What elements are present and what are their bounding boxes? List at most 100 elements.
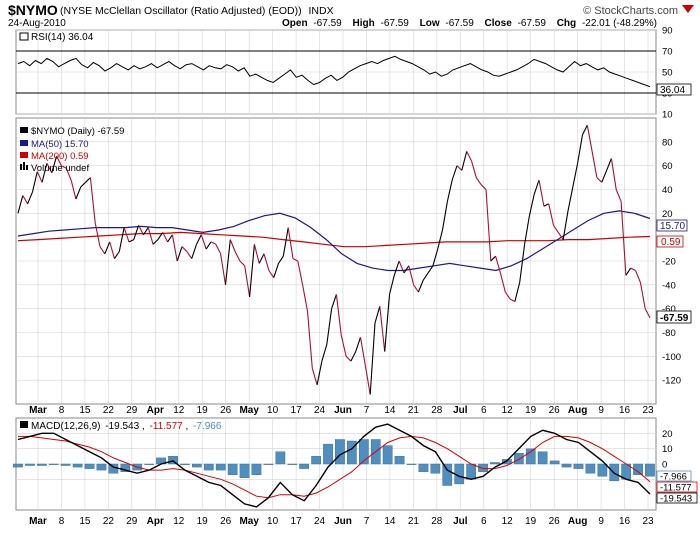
nymo-price-segment <box>138 225 144 236</box>
nymo-price-segment <box>282 227 289 257</box>
price-tick-label: 20 <box>662 209 673 220</box>
nymo-price-segment <box>196 234 202 245</box>
nymo-price-segment <box>408 265 415 285</box>
macd-histogram-bar <box>263 463 274 465</box>
rsi-panel: 1030507090 RSI(14) 36.04 36.04 <box>15 26 692 121</box>
nymo-price-segment <box>278 255 284 264</box>
nymo-price-segment <box>639 282 646 309</box>
x-axis-label: 15 <box>79 405 91 416</box>
nymo-price-segment <box>215 244 222 255</box>
nymo-price-segment <box>292 258 299 262</box>
nymo-price-segment <box>437 229 444 250</box>
macd-histogram-bar <box>335 439 345 465</box>
x-axis-label: 14 <box>384 405 396 416</box>
x-axis-label: Jul <box>453 405 468 416</box>
nymo-price-segment <box>316 360 323 386</box>
chart-exchange: INDX <box>308 5 333 17</box>
macd-histogram-bar <box>227 463 238 475</box>
macd-histogram-bar <box>442 463 453 486</box>
price-tick-label: -60 <box>662 304 676 315</box>
nymo-price-segment <box>485 189 492 262</box>
nymo-price-segment <box>239 260 246 267</box>
chg-value: -22.01 (-48.29%) <box>582 18 657 29</box>
nymo-price-segment <box>495 256 501 274</box>
macd-legend-separator-1: , <box>142 421 145 432</box>
x-axis-label: 23 <box>642 516 654 527</box>
nymo-price-segment <box>128 239 135 243</box>
nymo-price-segment <box>210 241 217 245</box>
x-axis-label: 26 <box>549 516 561 527</box>
x-axis-label: May <box>239 516 259 527</box>
macd-histogram-bar <box>96 463 107 471</box>
ma50-last-value: 15.70 <box>660 221 685 232</box>
nymo-price-segment <box>606 158 612 171</box>
macd-histogram-bar <box>120 463 131 472</box>
macd-legend-separator-2: , <box>185 421 188 432</box>
watermark-arrow-icon <box>682 5 694 13</box>
x-axis-label: 16 <box>619 405 631 416</box>
macd-histogram-bar <box>215 463 226 471</box>
nymo-price-segment <box>557 232 564 240</box>
nymo-price-segment <box>615 189 622 202</box>
nymo-price-segment <box>572 163 579 188</box>
nymo-price-segment <box>22 195 29 205</box>
macd-panel: -1001020 MACD(12,26,9) -19.543 , -11.577… <box>13 417 698 511</box>
price-panel: -120 -100 -80 -60 -40 -20 20 40 60 80 $NYMO (Dail… <box>15 117 692 405</box>
nymo-price-segment <box>504 291 511 300</box>
high-value: -67.59 <box>380 18 409 29</box>
nymo-price-segment <box>176 246 183 262</box>
nymo-price-segment <box>249 244 255 297</box>
macd-tick-label: 0 <box>662 460 667 471</box>
x-axis-label: 28 <box>431 405 443 416</box>
nymo-price-segment <box>244 265 251 297</box>
nymo-price-segment <box>384 294 391 352</box>
nymo-price-segment <box>142 227 149 236</box>
macd-histogram-bar <box>549 460 560 465</box>
close-label: Close <box>485 18 513 29</box>
x-axis-label: 19 <box>525 516 537 527</box>
x-axis-label: 24 <box>314 516 326 527</box>
rsi-last-value-box: 36.04 <box>656 83 692 96</box>
macd-histogram-bar <box>525 448 536 465</box>
close-last-value: -67.59 <box>660 313 689 324</box>
rsi-tick-label: 70 <box>662 47 673 58</box>
x-axis-label: Aug <box>568 516 587 527</box>
low-value: -67.59 <box>445 18 474 29</box>
rsi-legend-text: RSI(14) 36.04 <box>31 32 94 43</box>
x-axis-label: 28 <box>431 516 443 527</box>
nymo-price-segment <box>340 334 347 357</box>
x-axis-label: 19 <box>525 405 537 416</box>
nymo-price-segment <box>123 227 130 243</box>
x-axis-label: Apr <box>147 405 164 416</box>
x-axis-label: Jun <box>334 516 352 527</box>
nymo-price-segment <box>205 241 212 250</box>
nymo-price-segment <box>224 239 231 285</box>
price-legend: $NYMO (Daily) -67.59 MA(50) 15.70 MA(200… <box>20 126 124 174</box>
x-axis-label: May <box>239 405 259 416</box>
nymo-price-segment <box>524 215 530 245</box>
nymo-price-segment <box>625 267 632 276</box>
macd-histogram-bar <box>144 463 155 465</box>
macd-histogram-bar <box>573 463 584 469</box>
rsi-tick-label: 10 <box>662 110 673 121</box>
price-tick-label: -20 <box>662 257 676 268</box>
x-axis-label: 8 <box>59 516 65 527</box>
nymo-price-segment <box>456 165 463 171</box>
nymo-price-segment <box>75 186 82 200</box>
x-axis-label: 24 <box>314 405 326 416</box>
nymo-price-segment <box>51 155 58 173</box>
x-axis-label: 26 <box>220 405 232 416</box>
nymo-price-segment <box>268 270 275 279</box>
nymo-price-segment <box>186 251 193 259</box>
nymo-price-segment <box>27 191 34 205</box>
x-axis-label: 16 <box>619 516 631 527</box>
x-axis-label: 9 <box>598 516 604 527</box>
price-x-axis: Mar 8 15 22 29 Apr 12 19 26 May 10 17 24 Jun 7 14 21 28 Ju… <box>29 405 654 416</box>
nymo-price-segment <box>17 195 24 214</box>
nymo-price-segment <box>94 222 101 247</box>
macd-legend-name: MACD(12,26,9) <box>31 421 100 432</box>
nymo-price-segment <box>41 163 48 183</box>
ma200-last-value: 0.59 <box>661 237 681 248</box>
rsi-line <box>17 55 651 88</box>
